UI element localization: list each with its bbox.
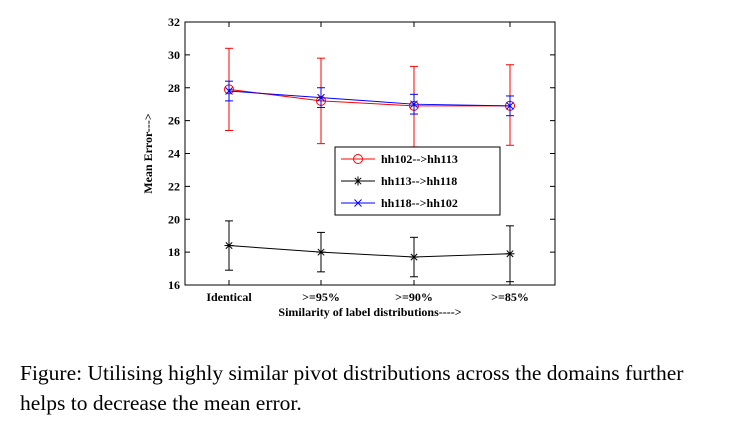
series-line [228,90,511,107]
legend-label: hh118-->hh102 [381,196,458,210]
data-point [317,93,325,102]
axes: 16 18 20 22 24 26 28 30 32 Identical >=95% >=90% >=8… [141,15,556,319]
y-tick-label: 22 [168,179,180,193]
legend-entry: hh102-->hh113 [341,152,458,166]
x-tick-label: Identical [206,290,252,304]
legend-marker [353,176,363,186]
y-tick-label: 28 [168,81,180,95]
data-point [505,249,515,259]
data-point [410,100,418,109]
legend-label: hh113-->hh118 [381,174,457,188]
data-point [409,252,419,262]
y-tick-label: 32 [168,15,180,29]
data-point [506,101,514,110]
caption-lead: Figure: [20,361,83,385]
y-tick-label: 30 [168,48,180,62]
legend-entry: hh113-->hh118 [341,174,457,188]
caption-text: Utilising highly similar pivot distribut… [20,361,684,415]
y-tick-label: 16 [168,278,180,292]
series-2 [225,80,514,117]
data-point [316,247,326,257]
legend-marker [354,199,362,207]
x-tick-label: >=95% [302,290,340,304]
y-tick-label: 20 [168,212,180,226]
legend-label: hh102-->hh113 [381,152,458,166]
series-1 [224,220,515,283]
x-tick-label: >=85% [491,290,529,304]
legend: hh102-->hh113 hh113-->hh118 hh118-->hh102 [334,146,501,216]
legend-entry: hh118-->hh102 [341,196,458,210]
legend-marker [353,154,363,164]
x-tick-label: >=90% [395,290,433,304]
y-tick-label: 24 [168,147,180,161]
data-point [225,87,233,95]
figure-caption: Figure: Utilising highly similar pivot d… [20,358,720,418]
y-tick-label: 26 [168,114,180,128]
series-group [224,47,515,283]
data-point [224,241,234,251]
series-0 [224,47,515,148]
x-axis-label: Similarity of label distributions----> [278,305,461,319]
series-line [228,245,511,258]
y-tick-label: 18 [168,245,180,259]
chart: 16 18 20 22 24 26 28 30 32 Identical >=95% >=90% >=8… [141,15,556,319]
series-line [228,88,510,107]
y-axis-label: Mean Error---> [141,113,155,194]
